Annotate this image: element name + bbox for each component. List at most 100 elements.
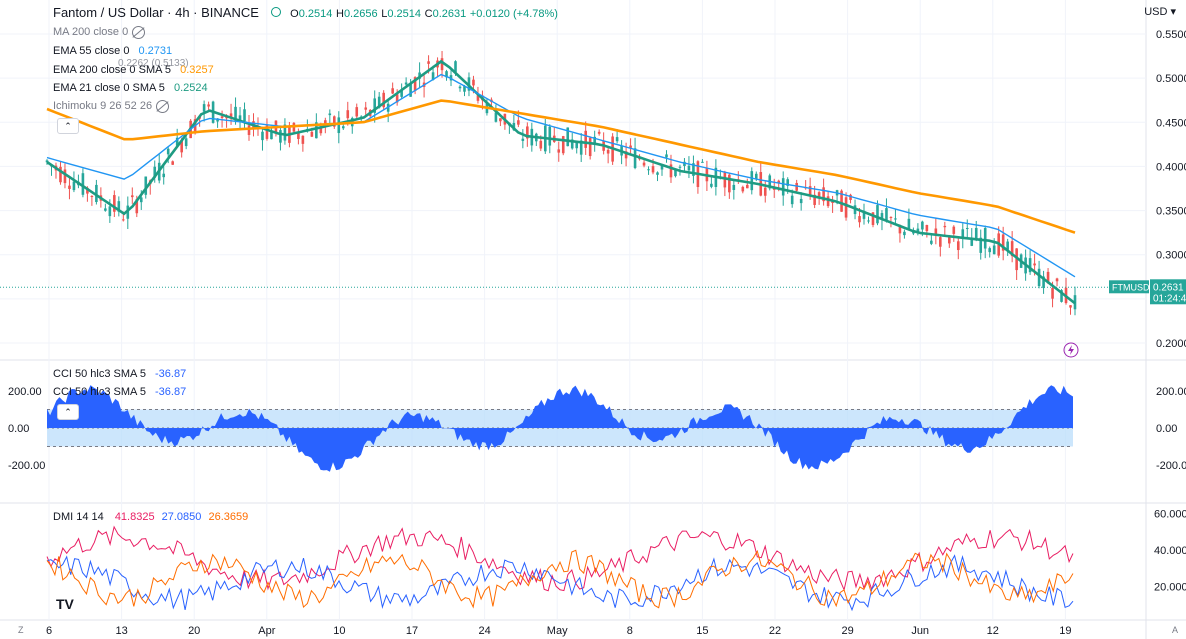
cci-left-axis-label: 200.00 (8, 386, 42, 398)
candle-body (665, 154, 668, 158)
legend-ichimoku-label: Ichimoku 9 26 52 26 (53, 100, 153, 112)
candle-body (243, 109, 246, 122)
time-axis-label: 13 (115, 625, 127, 637)
candle-body (337, 117, 341, 134)
candle-body (391, 88, 394, 94)
candle-body (763, 187, 767, 196)
cci-legend-1[interactable]: CCI 50 hlc3 SMA 5 -36.87 (53, 367, 186, 381)
candle-body (584, 130, 587, 148)
symbol-title[interactable]: Fantom / US Dollar · 4h · BINANCE (53, 5, 259, 20)
legend-ema200[interactable]: EMA 200 close 0 SMA 5 0.3257 (53, 63, 214, 77)
candle-body (683, 161, 686, 167)
candle-body (647, 169, 650, 171)
candle-body (750, 171, 754, 191)
candle-body (494, 112, 498, 122)
cci-axis-label: 200.00 (1156, 386, 1186, 398)
candle-body (570, 139, 574, 149)
candle-body (593, 136, 596, 144)
legend-ema55[interactable]: EMA 55 close 0 0.2731 (53, 44, 172, 58)
candle-body (988, 248, 992, 253)
cci-left-axis-label: 0.00 (8, 423, 29, 435)
candle-body (629, 145, 632, 148)
candle-body (526, 126, 529, 139)
candle-body (104, 208, 107, 211)
candle-body (970, 238, 974, 246)
candle-body (889, 216, 893, 218)
hidden-eye-icon[interactable] (132, 25, 146, 39)
candle-body (328, 113, 332, 116)
tradingview-logo[interactable]: TV (56, 596, 74, 612)
candle-body (871, 212, 875, 225)
candle-body (458, 86, 462, 89)
candle-body (184, 138, 188, 147)
candle-body (597, 131, 601, 134)
cci-left-axis-label: -200.00 (8, 460, 45, 472)
high-value: 0.2656 (343, 8, 378, 20)
corner-left-label[interactable]: Z (18, 625, 24, 635)
candle-body (207, 104, 210, 107)
candle-body (355, 107, 359, 117)
collapse-cci-legend-button[interactable]: ⌃ (57, 404, 79, 420)
candle-body (261, 131, 264, 141)
dmi-legend[interactable]: DMI 14 14 41.8325 27.0850 26.3659 (53, 510, 248, 524)
candle-body (813, 194, 816, 205)
time-axis-label: 19 (1059, 625, 1071, 637)
candle-body (943, 225, 947, 228)
time-axis-label: 29 (841, 625, 853, 637)
time-axis-label: May (547, 625, 568, 637)
candle-body (701, 161, 704, 163)
candle-body (463, 86, 466, 92)
candle-body (669, 164, 673, 178)
candle-body (220, 116, 224, 118)
candle-body (180, 140, 183, 153)
candle-body (898, 225, 902, 234)
candle-body (633, 148, 637, 169)
time-axis-label: 20 (188, 625, 200, 637)
candle-body (95, 184, 98, 203)
candle-body (799, 198, 803, 204)
candle-body (59, 166, 62, 183)
candle-body (1046, 271, 1050, 284)
candle-body (822, 187, 825, 202)
candle-body (279, 130, 282, 143)
candle-body (965, 227, 969, 229)
legend-ma200[interactable]: MA 200 close 0 (53, 25, 146, 39)
open-label: O (290, 8, 299, 20)
lightning-icon-glyph (1068, 345, 1074, 355)
candle-body (961, 229, 965, 239)
change-value: +0.0120 (+4.78%) (469, 8, 558, 20)
candle-body (606, 149, 610, 154)
candle-body (283, 124, 287, 141)
candle-body (90, 196, 94, 198)
candle-body (139, 197, 143, 203)
candle-body (517, 120, 520, 125)
candle-body (247, 125, 251, 135)
candle-body (579, 140, 583, 155)
candle-body (404, 82, 408, 85)
candle-body (885, 208, 888, 222)
candle-body (63, 169, 67, 184)
candle-body (561, 136, 565, 154)
candle-body (687, 165, 691, 171)
candle-body (445, 71, 448, 78)
time-axis-label: 24 (478, 625, 490, 637)
corner-right-label[interactable]: A (1172, 625, 1179, 635)
collapse-legend-button[interactable]: ⌃ (57, 118, 79, 134)
legend-ichimoku[interactable]: Ichimoku 9 26 52 26 (53, 99, 170, 113)
close-value: 0.2631 (432, 8, 467, 20)
ema55-line (46, 73, 1076, 278)
candle-body (431, 72, 435, 80)
candle-body (624, 151, 628, 159)
candle-body (1010, 241, 1014, 257)
cci-legend-2-label: CCI 50 hlc3 SMA 5 (53, 386, 146, 398)
plus-di-line (46, 554, 1074, 612)
currency-selector[interactable]: USD ▾ (1144, 6, 1176, 18)
legend-ema21[interactable]: EMA 21 close 0 SMA 5 0.2524 (53, 81, 208, 95)
candle-body (948, 237, 951, 244)
hidden-eye-icon[interactable] (156, 99, 170, 113)
cci-legend-2[interactable]: CCI 50 hlc3 SMA 5 -36.87 (53, 385, 186, 399)
